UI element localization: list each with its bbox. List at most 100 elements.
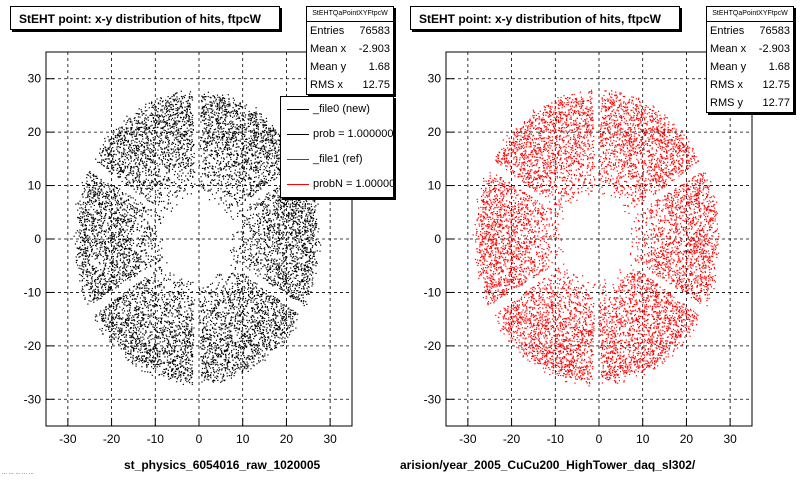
hit-point: [260, 294, 262, 296]
hit-point: [124, 301, 126, 304]
hit-point: [210, 337, 212, 339]
hit-point: [191, 317, 193, 319]
hit-point: [276, 343, 278, 345]
hit-point: [161, 161, 163, 163]
hit-point: [200, 322, 202, 324]
hit-point: [291, 215, 293, 217]
hit-point: [149, 349, 151, 351]
hit-point: [219, 167, 221, 169]
hit-point: [118, 136, 121, 138]
hit-point: [80, 224, 82, 226]
hit-point: [103, 262, 105, 264]
hit-point: [243, 333, 245, 335]
hit-point: [217, 121, 219, 124]
hit-point: [150, 172, 152, 174]
hit-point: [247, 114, 250, 116]
hit-point: [296, 257, 298, 259]
hit-point: [248, 148, 250, 150]
hit-point: [140, 151, 142, 153]
hit-point: [104, 140, 106, 142]
hit-point: [213, 291, 215, 293]
hit-point: [200, 342, 202, 345]
hit-point: [169, 304, 171, 306]
hit-point: [119, 269, 121, 271]
hit-point: [283, 324, 285, 326]
hit-point: [243, 289, 245, 291]
hit-point: [151, 180, 153, 182]
hit-point: [146, 185, 148, 187]
hit-point: [113, 188, 115, 190]
hit-point: [219, 122, 221, 124]
hit-point: [224, 318, 226, 320]
hit-point: [262, 138, 264, 140]
hit-point: [300, 236, 302, 238]
hit-point: [134, 159, 136, 161]
hit-point: [232, 233, 234, 236]
hit-point: [136, 165, 138, 167]
hit-point: [222, 160, 225, 162]
hit-point: [205, 363, 207, 365]
hit-point: [158, 192, 160, 194]
hit-point: [270, 276, 272, 278]
hit-point: [275, 316, 277, 318]
hit-point: [263, 342, 265, 345]
hit-point: [310, 229, 312, 231]
hit-point: [119, 218, 121, 220]
hit-point: [129, 133, 131, 135]
hit-point: [290, 213, 292, 215]
hit-point: [180, 294, 182, 296]
hit-point: [162, 327, 164, 329]
hit-point: [156, 322, 158, 324]
hit-point: [263, 292, 265, 294]
hit-point: [90, 288, 92, 290]
hit-point: [180, 136, 182, 138]
hit-point: [167, 149, 169, 151]
hit-point: [158, 249, 160, 251]
hit-point: [96, 242, 99, 245]
hit-point: [132, 151, 134, 154]
hit-point: [233, 130, 235, 133]
hit-point: [277, 209, 279, 211]
hit-point: [106, 247, 109, 249]
hit-point: [227, 341, 229, 343]
hit-point: [175, 330, 177, 332]
hit-point: [310, 213, 312, 215]
hit-point: [147, 337, 149, 339]
hit-point: [301, 267, 303, 269]
hit-point: [217, 138, 219, 140]
hit-point: [291, 259, 293, 262]
hit-point: [216, 135, 218, 138]
hit-point: [87, 274, 89, 276]
hit-point: [115, 154, 117, 156]
hit-point: [262, 121, 264, 123]
hit-point: [164, 152, 166, 154]
hit-point: [125, 275, 128, 277]
hit-point: [269, 170, 271, 172]
hit-point: [256, 320, 258, 322]
hit-point: [208, 338, 210, 340]
hit-point: [212, 317, 214, 319]
hit-point: [302, 244, 304, 246]
hit-point: [100, 283, 102, 285]
hit-point: [111, 172, 113, 174]
hit-point: [262, 359, 264, 361]
hit-point: [296, 266, 298, 268]
hit-point: [103, 239, 105, 241]
hit-point: [279, 223, 281, 225]
hit-point: [230, 137, 232, 139]
hit-point: [214, 150, 216, 152]
hit-point: [214, 147, 216, 149]
hit-point: [190, 171, 192, 173]
hit-point: [247, 339, 249, 341]
hit-point: [161, 184, 163, 186]
hit-point: [146, 285, 148, 287]
hit-point: [229, 128, 231, 130]
hit-point: [169, 114, 171, 116]
hit-point: [286, 199, 288, 201]
hit-point: [213, 372, 216, 374]
hit-point: [80, 222, 83, 224]
hit-point: [147, 138, 149, 140]
hit-point: [121, 130, 123, 132]
hit-point: [211, 352, 214, 354]
hit-point: [256, 157, 258, 159]
